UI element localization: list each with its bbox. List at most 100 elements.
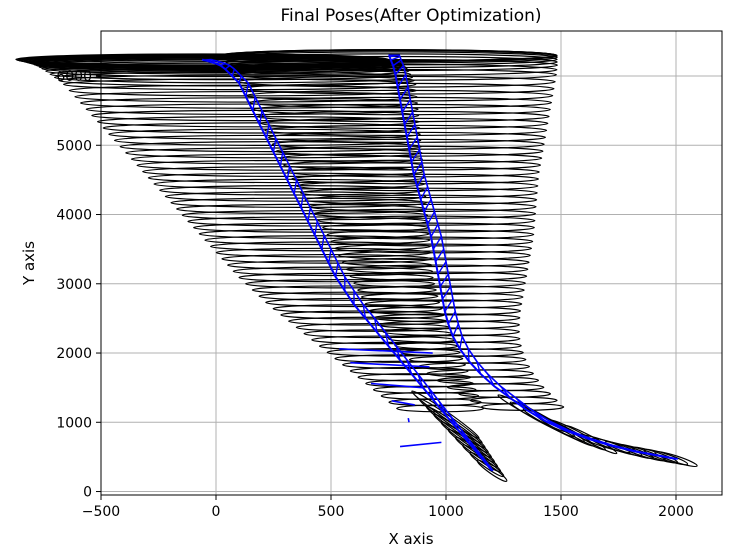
loop-closure-line bbox=[399, 441, 442, 448]
y-axis-label: Y axis bbox=[20, 241, 38, 286]
x-axis-label: X axis bbox=[388, 530, 433, 548]
trajectory-rung bbox=[401, 99, 411, 113]
trajectory-rung bbox=[548, 420, 566, 432]
loop-closure-line bbox=[391, 400, 415, 406]
covariance-ellipse bbox=[15, 53, 390, 66]
trajectory-rung bbox=[476, 361, 482, 375]
trajectory-rung bbox=[252, 96, 256, 111]
trajectory-rung bbox=[410, 149, 421, 163]
covariance-ellipse bbox=[204, 235, 431, 246]
loop-closure-line bbox=[370, 382, 423, 389]
trajectory-rung bbox=[530, 409, 546, 422]
trajectory-rung bbox=[238, 75, 242, 84]
y-tick-label: 1000 bbox=[56, 415, 92, 431]
covariance-ellipse bbox=[119, 141, 422, 153]
trajectory-rung bbox=[441, 286, 452, 300]
trajectory-rung bbox=[438, 401, 447, 416]
trajectory-rung bbox=[265, 124, 270, 139]
trajectory-rung bbox=[416, 174, 425, 188]
y-tick-label: 6000 bbox=[56, 69, 92, 85]
covariance-ellipse bbox=[153, 178, 426, 190]
covariance-ellipse bbox=[74, 90, 418, 103]
trajectory-rung bbox=[206, 59, 213, 62]
y-tick-label: 5000 bbox=[56, 138, 92, 154]
trajectory-rung bbox=[293, 179, 298, 194]
covariance-ellipse bbox=[265, 297, 441, 308]
trajectory-rung bbox=[459, 336, 463, 350]
covariance-ellipse bbox=[258, 291, 439, 301]
covariance-ellipse bbox=[187, 216, 429, 227]
loop-closure-line bbox=[339, 348, 433, 354]
trajectory-rung bbox=[300, 193, 305, 208]
covariance-ellipse bbox=[272, 304, 443, 314]
covariance-ellipse bbox=[245, 279, 436, 289]
trajectory-rung bbox=[404, 111, 414, 125]
covariance-ellipse bbox=[108, 128, 421, 140]
trajectory-rung bbox=[444, 298, 454, 312]
covariance-ellipse bbox=[232, 266, 434, 277]
covariance-ellipse bbox=[38, 60, 407, 74]
trajectory-rung bbox=[203, 58, 212, 61]
trajectory-rung bbox=[426, 211, 436, 225]
trajectory-rung bbox=[307, 207, 311, 222]
trajectory-rung bbox=[286, 165, 291, 181]
chart-title: Final Poses(After Optimization) bbox=[280, 6, 541, 26]
covariance-ellipse bbox=[181, 210, 429, 221]
trajectory-rung bbox=[432, 236, 442, 250]
trajectory-rung bbox=[397, 74, 407, 88]
covariance-ellipse bbox=[96, 116, 420, 128]
covariance-ellipse bbox=[215, 247, 432, 258]
covariance-ellipse bbox=[58, 74, 415, 87]
trajectory-rung bbox=[417, 373, 424, 388]
covariance-ellipse bbox=[300, 187, 538, 199]
trajectory-rung bbox=[231, 68, 236, 77]
x-tick-label: 2000 bbox=[658, 504, 694, 520]
covariance-ellipse bbox=[85, 103, 419, 116]
trajectory-rung bbox=[259, 110, 263, 125]
trajectory-rung bbox=[423, 198, 432, 213]
trajectory-rung bbox=[394, 65, 404, 76]
y-tick-label: 4000 bbox=[56, 208, 92, 224]
trajectory-rung bbox=[215, 61, 221, 65]
trajectory-rung bbox=[314, 221, 318, 236]
x-tick-label: 1500 bbox=[543, 504, 579, 520]
trajectory-lines bbox=[201, 54, 679, 472]
covariance-ellipse bbox=[164, 191, 427, 202]
covariance-ellipse bbox=[372, 385, 477, 394]
trajectory-rung bbox=[435, 248, 445, 262]
loop-closure-line bbox=[350, 361, 430, 368]
covariance-ellipse bbox=[210, 241, 431, 252]
trajectory-rung bbox=[384, 332, 390, 347]
trajectory-rung bbox=[413, 161, 423, 175]
trajectory-rung bbox=[515, 397, 528, 411]
y-ticks: 0 1000 2000 3000 4000 5000 6000 bbox=[56, 69, 101, 501]
trajectory-rung bbox=[460, 428, 470, 444]
trajectory-rung bbox=[614, 445, 635, 453]
trajectory-rung bbox=[449, 415, 459, 430]
covariance-ellipse bbox=[342, 360, 466, 370]
trajectory-rung bbox=[467, 348, 470, 362]
x-tick-label: 1000 bbox=[428, 504, 464, 520]
y-tick-label: 2000 bbox=[56, 346, 92, 362]
x-tick-label: 0 bbox=[212, 504, 221, 520]
trajectory-line bbox=[388, 54, 677, 460]
covariance-ellipse bbox=[147, 172, 425, 184]
trajectory-rung bbox=[408, 136, 418, 150]
covariance-ellipse bbox=[170, 197, 427, 208]
loop-closure-line bbox=[407, 417, 410, 423]
covariance-ellipse bbox=[198, 228, 430, 239]
trajectory-rung bbox=[439, 273, 449, 287]
trajectory-rung bbox=[321, 235, 325, 250]
x-tick-label: 500 bbox=[318, 504, 345, 520]
trajectory-rung bbox=[374, 318, 378, 333]
trajectory-rung bbox=[362, 304, 367, 319]
covariance-ellipse bbox=[221, 253, 432, 264]
covariance-ellipse bbox=[280, 310, 445, 320]
covariance-ellipse bbox=[564, 424, 618, 455]
trajectory-rung bbox=[659, 454, 677, 460]
trajectory-rung bbox=[420, 186, 429, 200]
trajectory-rung bbox=[470, 442, 482, 458]
trajectory-rung bbox=[279, 152, 284, 167]
trajectory-rung bbox=[224, 65, 231, 70]
